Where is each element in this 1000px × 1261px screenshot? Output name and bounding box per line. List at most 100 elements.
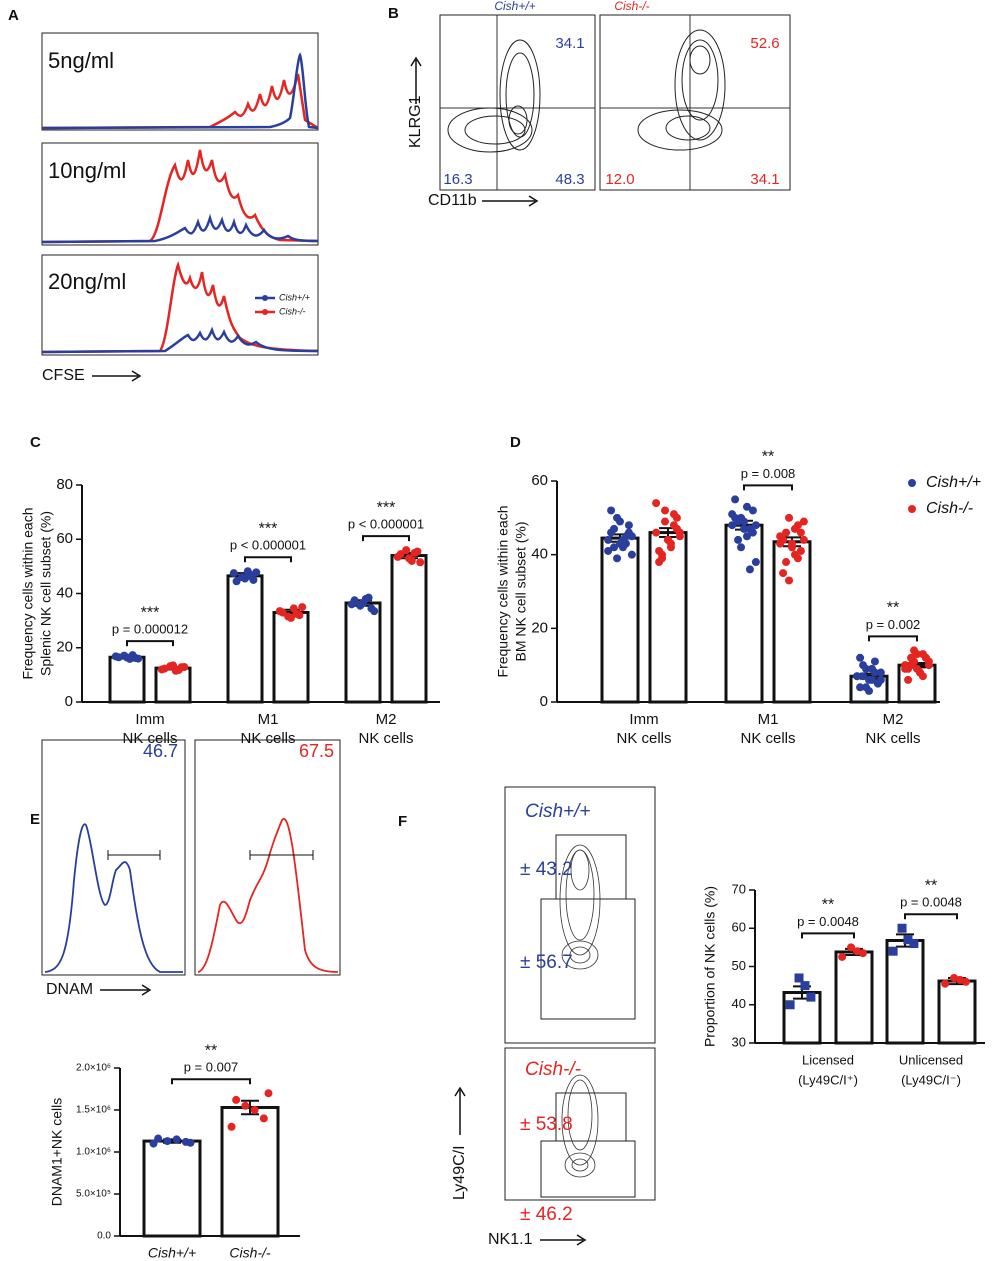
legend-swatch	[262, 295, 268, 301]
data-point	[779, 535, 788, 544]
axis-arrow	[410, 56, 422, 104]
data-point	[862, 664, 871, 673]
data-point	[876, 668, 885, 677]
y-tick-label: 5.0×10⁵	[76, 1189, 111, 1200]
gate-value: ± 56.7	[520, 952, 573, 973]
data-point	[410, 548, 419, 557]
data-point	[924, 661, 933, 670]
data-point	[227, 1122, 236, 1131]
data-point	[838, 952, 847, 961]
axis-arrow	[540, 1234, 587, 1246]
legend-label: Cish-/-	[926, 500, 973, 517]
y-axis-label: Proportion of NK cells (%)	[702, 886, 718, 1047]
data-point	[607, 528, 616, 537]
data-point	[664, 535, 672, 544]
flow-title: Cish+/+	[525, 801, 590, 822]
y-tick-label: 40	[531, 546, 548, 563]
data-point	[782, 528, 791, 537]
y-tick-label: 0	[540, 693, 548, 710]
x-tick-sublabel: (Ly49C/I⁺)	[798, 1072, 858, 1087]
hist-curve	[41, 326, 319, 354]
axis-arrow	[454, 1086, 466, 1135]
significance-stars: **	[822, 897, 834, 914]
data-point	[396, 550, 405, 559]
data-point	[782, 558, 791, 567]
data-point	[174, 665, 183, 674]
data-point	[402, 546, 411, 555]
data-point	[154, 1134, 163, 1143]
hist-frame	[41, 254, 319, 356]
data-point	[652, 528, 661, 537]
legend-marker	[908, 505, 916, 513]
data-point	[613, 554, 622, 563]
data-point	[658, 554, 667, 563]
axis-label: DNAM	[46, 981, 93, 998]
flow-frame	[439, 14, 596, 191]
x-tick-label: Imm	[135, 711, 164, 728]
hist-curve	[197, 818, 339, 973]
gate	[540, 1140, 636, 1198]
gate	[249, 850, 314, 860]
legend-marker	[908, 479, 916, 487]
data-point	[172, 1135, 181, 1144]
data-point	[737, 543, 746, 552]
panel-b: Cish+/+ Cish-/- 34.1 16.3 48.3 52.6 12.0…	[407, 0, 791, 209]
data-point	[856, 683, 865, 692]
legend-label: Cish+/+	[926, 474, 981, 491]
x-tick-label: M1	[258, 711, 279, 728]
bar	[772, 540, 812, 704]
y-tick-label: 0.0	[97, 1231, 111, 1242]
data-point	[186, 1138, 195, 1147]
data-point	[241, 1101, 250, 1110]
legend-label: Cish-/-	[279, 306, 306, 316]
x-tick-sublabel: NK cells	[616, 730, 671, 747]
data-point	[604, 546, 613, 555]
bar	[600, 536, 640, 704]
gate-value: 67.5	[299, 741, 334, 761]
y-tick-label: 70	[732, 881, 746, 896]
data-point	[278, 608, 287, 617]
significance-stars: **	[887, 600, 899, 617]
data-point	[785, 576, 794, 585]
x-tick-label: Cish-/-	[229, 1245, 271, 1261]
data-point	[123, 653, 131, 662]
hist-frame	[194, 739, 341, 976]
significance-stars: **	[205, 1042, 217, 1059]
data-point	[241, 574, 249, 583]
hist-curve	[41, 73, 319, 130]
y-tick-label: 1.5×10⁶	[76, 1105, 111, 1116]
data-point	[610, 543, 619, 552]
y-axis-label: DNAM1+NK cells	[49, 1098, 65, 1207]
data-point	[160, 664, 169, 673]
data-point	[287, 613, 295, 622]
significance-stars: **	[925, 877, 937, 894]
data-point	[796, 528, 805, 537]
significance-bracket	[801, 932, 855, 939]
significance-bracket	[743, 484, 793, 491]
significance-bracket	[362, 535, 410, 542]
panel-e-top: 46.7 67.5 DNAM	[41, 739, 341, 998]
data-point	[364, 593, 373, 602]
quadrant-value: 52.6	[750, 35, 779, 52]
hist-frame	[41, 32, 319, 131]
significance-stars: ***	[377, 499, 396, 516]
data-point	[370, 607, 379, 616]
data-point	[901, 664, 910, 673]
data-point	[416, 558, 425, 567]
gate	[540, 898, 636, 1020]
gate	[107, 850, 161, 860]
data-point	[907, 653, 916, 662]
x-tick-label: Licensed	[802, 1052, 854, 1067]
quadrant-value: 12.0	[605, 171, 634, 188]
p-value: p = 0.002	[866, 617, 921, 632]
contours	[447, 29, 726, 153]
bar	[390, 554, 428, 704]
data-point	[847, 943, 856, 952]
hist-frame	[41, 739, 186, 976]
flow-title: Cish+/+	[494, 0, 535, 13]
data-point	[904, 675, 913, 684]
panel-letter: A	[8, 7, 19, 24]
bar	[648, 531, 688, 704]
data-point	[796, 546, 805, 555]
